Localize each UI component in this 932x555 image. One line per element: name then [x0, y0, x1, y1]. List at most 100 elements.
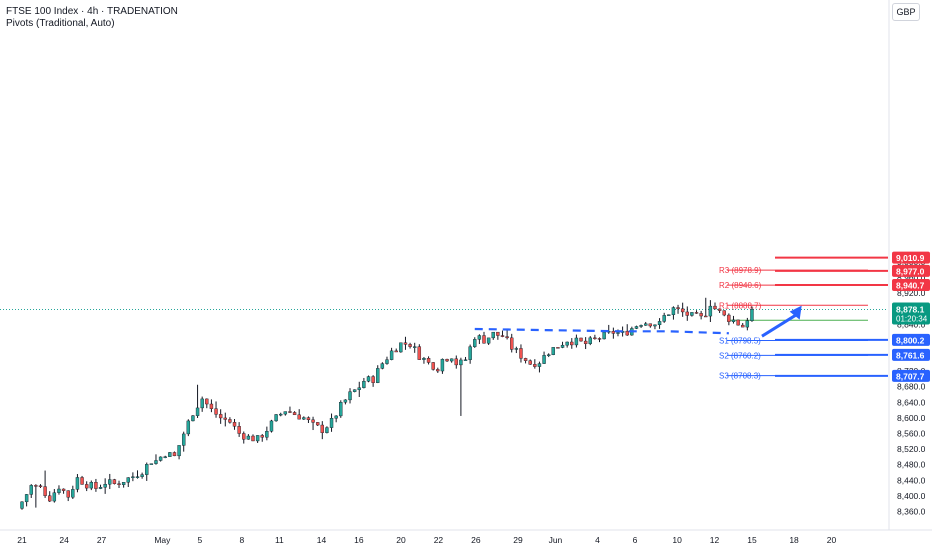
candle-body [491, 331, 495, 339]
x-tick-label: 24 [59, 535, 69, 545]
candle-body [528, 360, 532, 365]
candle-body [232, 422, 237, 427]
candle-body [436, 369, 440, 372]
x-tick-label: 4 [595, 535, 600, 545]
candle-body [459, 359, 463, 366]
pivot-label-s3: S3 (8708.3) [719, 372, 761, 381]
candle-body [29, 485, 33, 495]
candle-body [680, 308, 685, 313]
candle-body [112, 479, 117, 484]
candle-body [486, 337, 491, 344]
candle-body [126, 477, 130, 483]
pivot-label-s2: S2 (8760.2) [719, 351, 761, 360]
price-tag-bg [892, 251, 930, 264]
candle-body [89, 482, 94, 489]
candle-body [315, 422, 320, 426]
candle-body [431, 362, 435, 370]
candle-body [394, 350, 398, 353]
candle-body [195, 407, 200, 416]
candle-body [588, 337, 592, 344]
candle-body [52, 492, 57, 502]
x-tick-label: Jun [549, 535, 563, 545]
candle-body [413, 346, 417, 348]
candle-body [242, 433, 246, 440]
candle-body [255, 435, 260, 442]
y-tick-label: 8,560.0 [897, 429, 926, 439]
candle-body [80, 477, 84, 485]
candle-body [154, 460, 158, 464]
candle-body [463, 359, 468, 361]
candle-body [699, 313, 703, 317]
candle-body [246, 435, 251, 440]
candle-body [546, 354, 551, 356]
candle-body [662, 315, 666, 322]
candle-body [570, 341, 574, 346]
candle-body [657, 321, 662, 326]
candle-body [380, 363, 385, 369]
x-tick-label: 26 [471, 535, 481, 545]
candle-body [181, 433, 186, 446]
y-tick-label: 8,600.0 [897, 413, 926, 423]
candle-body [20, 501, 24, 509]
candle-body [583, 340, 588, 344]
candle-body [297, 414, 301, 420]
candle-body [736, 319, 740, 326]
chart-title: FTSE 100 Index · 4h · TRADENATION [6, 6, 178, 17]
candle-body [371, 376, 375, 383]
candle-body [71, 489, 75, 498]
candle-body [348, 391, 352, 401]
candle-body [145, 464, 149, 475]
candle-body [514, 348, 519, 350]
candle-body [671, 307, 676, 315]
candle-body [339, 402, 343, 417]
candle-body [209, 403, 214, 409]
pivot-label-r3: R3 (8978.9) [719, 266, 762, 275]
candle-body [251, 435, 255, 442]
price-tag-label: 8,800.2 [896, 335, 925, 345]
candle-body [417, 346, 422, 360]
candle-body [482, 335, 486, 344]
candle-body [98, 487, 103, 489]
y-tick-label: 8,640.0 [897, 397, 926, 407]
x-tick-label: 16 [354, 535, 364, 545]
candle-body [117, 483, 121, 485]
candle-body [694, 312, 699, 314]
x-tick-label: 22 [434, 535, 444, 545]
candle-body [426, 358, 431, 363]
pivot-label-r1: R1 (8888.7) [719, 301, 762, 310]
candle-body [103, 484, 107, 488]
candle-body [625, 330, 629, 336]
candle-body [186, 420, 191, 435]
price-tag-label: 8,707.7 [896, 371, 925, 381]
price-tag-bg [892, 279, 930, 292]
candle-body [191, 415, 195, 422]
candle-body [66, 490, 70, 498]
currency-selector[interactable]: GBP [892, 3, 920, 21]
candle-body [329, 418, 334, 428]
candle-body [376, 368, 380, 383]
price-tag-label: 8,761.6 [896, 350, 925, 360]
pivot-label-s1: S1 (8798.5) [719, 336, 761, 345]
candle-body [533, 364, 537, 367]
candle-body [500, 335, 505, 337]
candle-body [43, 486, 47, 496]
x-tick-label: 14 [317, 535, 327, 545]
candle-body [556, 347, 560, 349]
candle-body [408, 344, 412, 347]
candle-body [48, 495, 52, 502]
candle-body [653, 324, 657, 327]
x-tick-label: 15 [747, 535, 757, 545]
candle-body [551, 347, 555, 355]
candle-body [149, 463, 154, 465]
candle-body [611, 331, 616, 334]
candle-body [745, 320, 750, 328]
candle-body [61, 488, 66, 491]
candle-body [593, 337, 597, 340]
x-tick-label: 20 [827, 535, 837, 545]
pivot-label-r2: R2 (8940.6) [719, 281, 762, 290]
candle-body [722, 310, 726, 316]
candle-body [131, 476, 135, 478]
x-tick-label: 12 [710, 535, 720, 545]
